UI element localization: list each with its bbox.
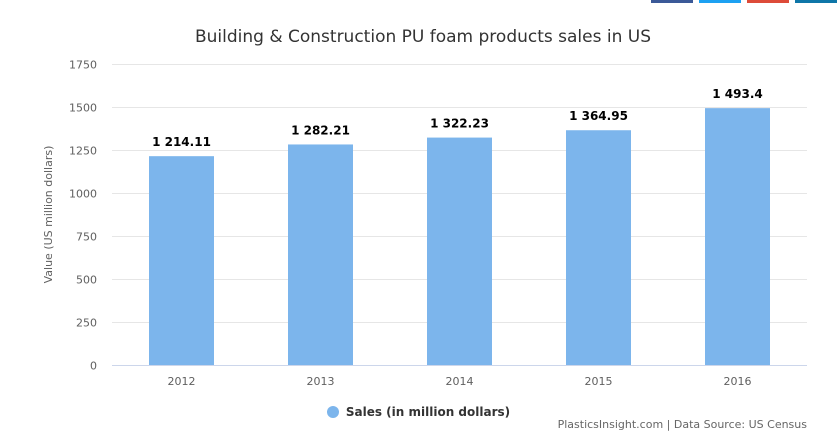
y-tick-label: 1750: [69, 59, 97, 72]
x-tick-label: 2012: [168, 375, 196, 388]
share-google-edge[interactable]: [747, 0, 789, 3]
credits-text[interactable]: PlasticsInsight.com | Data Source: US Ce…: [557, 418, 807, 431]
x-tick-label: 2013: [307, 375, 335, 388]
bar-2014[interactable]: [427, 137, 492, 365]
data-labels: 1 214.11 1 282.21 1 322.23 1 364.95 1 493.4: [151, 86, 764, 150]
x-tick-label: 2014: [446, 375, 474, 388]
bar-2015[interactable]: [566, 130, 631, 365]
bar-2016[interactable]: [705, 108, 770, 366]
y-axis-title: Value (US million dollars): [42, 146, 55, 284]
data-label: 1 364.95: [569, 109, 628, 123]
x-tick-label: 2015: [585, 375, 613, 388]
bars: [149, 108, 770, 366]
share-buttons-strip: [651, 0, 837, 3]
share-linkedin-edge[interactable]: [795, 0, 837, 3]
share-twitter-edge[interactable]: [699, 0, 741, 3]
data-label: 1 214.11: [152, 135, 211, 149]
y-tick-label: 1000: [69, 188, 97, 201]
data-label: 1 493.4: [712, 87, 762, 101]
bar-2013[interactable]: [288, 144, 353, 365]
y-tick-label: 750: [76, 231, 97, 244]
y-tick-label: 250: [76, 317, 97, 330]
grid-lines: [112, 64, 807, 323]
x-axis-ticks: 2012 2013 2014 2015 2016: [168, 375, 752, 388]
chart-title: Building & Construction PU foam products…: [195, 27, 651, 47]
y-tick-label: 1250: [69, 145, 97, 158]
x-tick-label: 2016: [724, 375, 752, 388]
bar-chart: Building & Construction PU foam products…: [42, 27, 807, 388]
y-axis-ticks: 0 250 500 750 1000 1250 1500 1750: [69, 59, 97, 373]
data-label: 1 322.23: [430, 117, 489, 131]
y-tick-label: 500: [76, 274, 97, 287]
data-label: 1 282.21: [291, 123, 350, 137]
y-tick-label: 0: [90, 360, 97, 373]
legend-item-sales[interactable]: Sales (in million dollars): [326, 405, 511, 419]
y-tick-label: 1500: [69, 102, 97, 115]
share-facebook-edge[interactable]: [651, 0, 693, 3]
bar-2012[interactable]: [149, 156, 214, 365]
legend: Sales (in million dollars): [0, 405, 837, 419]
legend-label: Sales (in million dollars): [345, 405, 511, 419]
legend-marker-icon: [326, 406, 339, 418]
